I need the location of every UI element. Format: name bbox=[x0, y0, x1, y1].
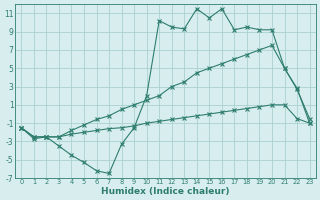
X-axis label: Humidex (Indice chaleur): Humidex (Indice chaleur) bbox=[101, 187, 230, 196]
